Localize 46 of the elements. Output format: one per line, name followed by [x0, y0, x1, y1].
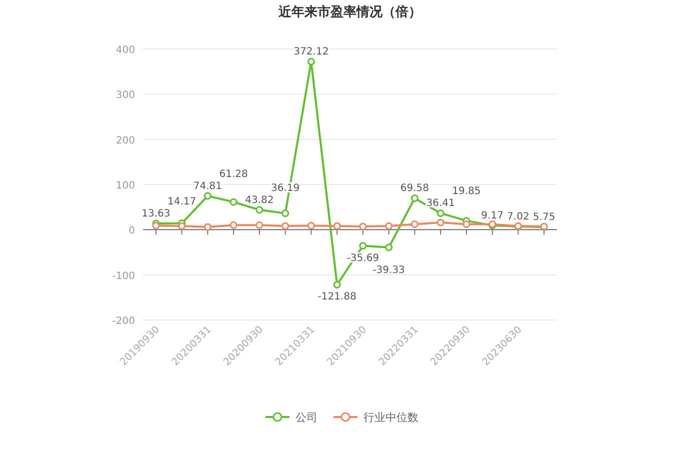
- data-label: 19.85: [452, 186, 481, 198]
- data-label: 372.12: [294, 46, 329, 58]
- point: [359, 242, 367, 250]
- y-tick-label: -100: [112, 270, 135, 282]
- data-label: 9.17: [481, 210, 504, 222]
- point: [436, 209, 444, 217]
- y-tick-label: 0: [128, 226, 135, 237]
- legend-label: 行业中位数: [364, 411, 418, 424]
- point: [410, 220, 418, 228]
- point: [462, 220, 470, 228]
- data-label: 36.41: [426, 198, 455, 210]
- data-label: 43.82: [245, 194, 274, 206]
- point: [230, 198, 238, 206]
- chart-title: 近年来市盈率情况（倍）: [278, 4, 422, 20]
- y-tick-label: -200: [112, 316, 135, 327]
- point: [307, 222, 315, 230]
- data-label: 14.17: [167, 196, 196, 208]
- point: [307, 58, 315, 66]
- data-label: 69.58: [400, 183, 430, 194]
- point: [282, 222, 290, 230]
- data-label: 13.63: [142, 208, 170, 220]
- data-label: -121.88: [318, 292, 356, 303]
- legend-label: 公司: [296, 411, 318, 424]
- point: [385, 222, 393, 230]
- y-tick-label: 300: [116, 90, 135, 102]
- data-label: -39.33: [372, 264, 405, 276]
- point: [410, 194, 418, 202]
- data-label: 5.75: [532, 212, 556, 224]
- point: [178, 222, 186, 230]
- point: [204, 223, 212, 231]
- point: [256, 206, 264, 214]
- point: [385, 244, 393, 252]
- data-label: 74.81: [193, 180, 222, 192]
- point: [333, 280, 341, 288]
- data-label: 61.28: [219, 168, 248, 180]
- point: [256, 221, 264, 229]
- y-tick-label: 400: [116, 45, 135, 56]
- y-tick-label: 200: [116, 135, 135, 146]
- point: [359, 222, 367, 230]
- y-tick-label: 100: [116, 180, 135, 192]
- point: [436, 218, 444, 226]
- point: [282, 210, 290, 218]
- data-label: 7.02: [507, 211, 530, 222]
- point: [230, 221, 238, 229]
- point: [333, 222, 341, 230]
- point: [204, 192, 212, 200]
